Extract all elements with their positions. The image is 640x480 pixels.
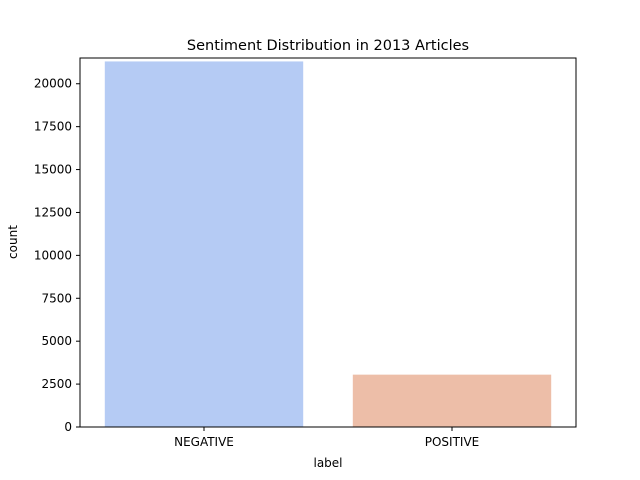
- y-tick-label: 20000: [34, 77, 72, 91]
- x-tick-label-negative: NEGATIVE: [174, 435, 234, 449]
- y-tick-label: 10000: [34, 248, 72, 262]
- chart-title: Sentiment Distribution in 2013 Articles: [187, 38, 469, 54]
- x-axis: NEGATIVE POSITIVE: [174, 427, 479, 449]
- bar-positive: [352, 374, 552, 427]
- x-axis-label: label: [313, 456, 342, 470]
- bar-negative: [104, 61, 304, 428]
- y-tick-label: 12500: [34, 205, 72, 219]
- y-tick-label: 7500: [41, 291, 72, 305]
- y-axis-label: count: [6, 225, 20, 259]
- y-tick-label: 17500: [34, 120, 72, 134]
- y-axis: 0 2500 5000 7500 10000 12500 15000 17500 20000: [34, 77, 80, 434]
- y-tick-label: 5000: [41, 334, 72, 348]
- bars-layer: [104, 61, 552, 428]
- x-tick-label-positive: POSITIVE: [425, 435, 480, 449]
- y-tick-label: 2500: [41, 377, 72, 391]
- y-tick-label: 0: [64, 420, 72, 434]
- y-tick-label: 15000: [34, 163, 72, 177]
- plot-frame: [79, 57, 577, 428]
